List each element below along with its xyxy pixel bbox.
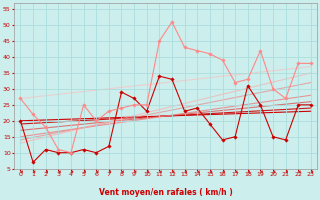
- X-axis label: Vent moyen/en rafales ( km/h ): Vent moyen/en rafales ( km/h ): [99, 188, 233, 197]
